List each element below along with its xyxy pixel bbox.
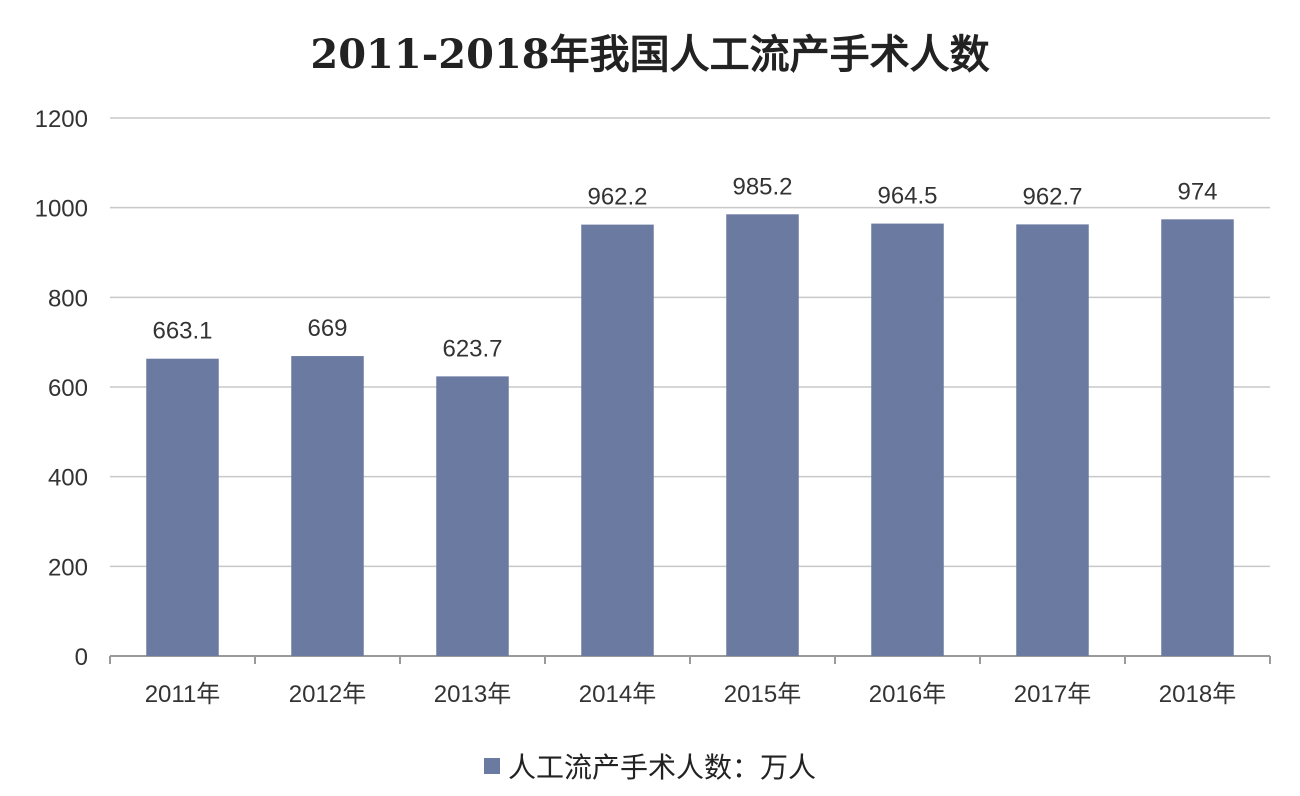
y-tick-label: 200 — [48, 554, 88, 581]
x-tick-label: 2017年 — [1014, 681, 1091, 708]
chart-title: 2011-2018年我国人工流产手术人数 — [310, 31, 990, 78]
y-tick-label: 1200 — [35, 106, 88, 133]
legend-label: 人工流产手术人数：万人 — [507, 751, 816, 784]
data-label: 964.5 — [877, 183, 937, 210]
x-tick-label: 2014年 — [579, 681, 656, 708]
y-tick-label: 1000 — [35, 196, 88, 223]
bar — [581, 224, 654, 657]
x-tick-label: 2016年 — [869, 681, 946, 708]
bar — [871, 223, 944, 656]
x-tick-label: 2011年 — [145, 681, 221, 708]
legend: 人工流产手术人数：万人 — [0, 746, 1300, 786]
y-tick-label: 800 — [48, 285, 88, 312]
data-label: 974 — [1177, 178, 1217, 205]
x-tick-label: 2012年 — [289, 681, 366, 708]
data-label: 962.7 — [1022, 183, 1082, 210]
data-label: 663.1 — [152, 318, 212, 345]
y-tick-label: 600 — [48, 375, 88, 402]
x-tick-label: 2015年 — [724, 681, 801, 708]
legend-swatch — [483, 758, 500, 774]
data-label: 985.2 — [732, 173, 792, 200]
data-label: 623.7 — [442, 335, 502, 362]
bar — [436, 376, 509, 656]
y-tick-label: 0 — [75, 644, 88, 671]
bar — [291, 356, 364, 656]
y-tick-label: 400 — [48, 465, 88, 492]
data-label: 669 — [307, 315, 347, 342]
bar — [1161, 219, 1234, 656]
bar — [1016, 224, 1089, 656]
x-tick-label: 2013年 — [434, 681, 511, 708]
bar — [726, 214, 799, 656]
bar — [146, 358, 219, 656]
data-label: 962.2 — [587, 184, 647, 211]
x-tick-label: 2018年 — [1159, 681, 1236, 708]
